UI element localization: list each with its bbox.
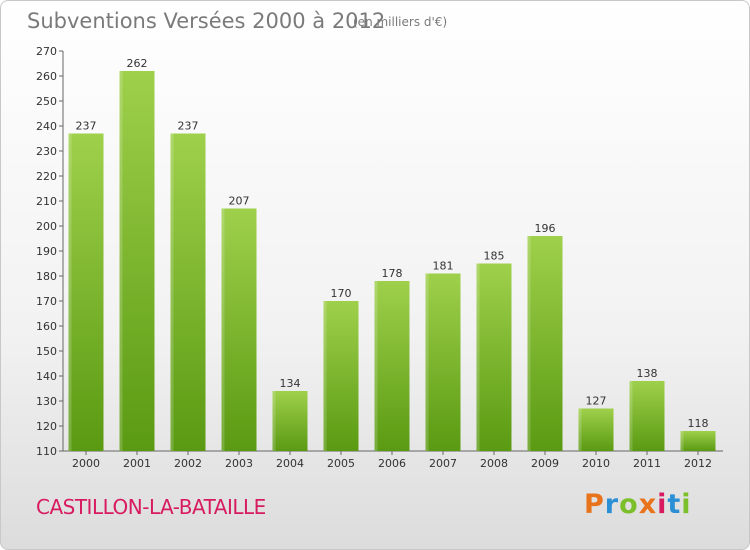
logo-letter: t [667,489,682,520]
y-tick-label: 250 [36,95,57,108]
logo-letter: r [604,489,620,520]
logo-letter: i [681,489,692,520]
commune-name: CASTILLON-LA-BATAILLE [36,495,266,519]
chart-title: Subventions Versées 2000 à 2012 [27,9,386,33]
x-tick-label-2010: 2010 [582,457,610,470]
x-tick-label-2011: 2011 [633,457,661,470]
logo-letter: o [619,489,639,520]
y-tick-label: 130 [36,395,57,408]
bar-highlight [680,431,684,451]
bar-2005 [323,301,359,451]
data-label-2008: 185 [484,250,505,263]
y-tick-label: 270 [36,45,57,58]
y-tick-label: 260 [36,70,57,83]
x-tick-label-2012: 2012 [684,457,712,470]
bar-highlight [527,236,531,451]
y-tick-label: 140 [36,370,57,383]
x-tick-label-2008: 2008 [480,457,508,470]
bar-highlight [170,133,174,451]
proxiti-logo: Proxiti [584,489,692,520]
bar-2004 [272,391,308,451]
data-label-2000: 237 [76,120,97,133]
y-tick-label: 200 [36,220,57,233]
y-tick-label: 170 [36,295,57,308]
data-label-2001: 262 [127,57,148,70]
bar-highlight [476,263,480,451]
data-label-2011: 138 [637,367,658,380]
data-label-2005: 170 [331,287,352,300]
bars [68,71,716,451]
data-label-2003: 207 [229,195,250,208]
x-tick-label-2002: 2002 [174,457,202,470]
x-tick-label-2009: 2009 [531,457,559,470]
bar-highlight [221,208,225,451]
bar-2003 [221,208,257,451]
y-tick-label: 220 [36,170,57,183]
logo-letter: i [657,489,668,520]
bar-highlight [119,71,123,451]
bar-2001 [119,71,155,451]
y-tick-label: 160 [36,320,57,333]
bar-highlight [323,301,327,451]
x-tick-label-2005: 2005 [327,457,355,470]
x-tick-label-2006: 2006 [378,457,406,470]
logo-letter: P [584,489,605,520]
x-tick-label-2003: 2003 [225,457,253,470]
x-tick-label-2000: 2000 [72,457,100,470]
bar-2000 [68,133,104,451]
x-tick-label-2007: 2007 [429,457,457,470]
bar-2006 [374,281,410,451]
y-tick-label: 230 [36,145,57,158]
bar-highlight [68,133,72,451]
y-tick-label: 150 [36,345,57,358]
bar-2012 [680,431,716,451]
bar-highlight [425,273,429,451]
data-label-2006: 178 [382,267,403,280]
bar-2008 [476,263,512,451]
y-tick-label: 240 [36,120,57,133]
bar-highlight [374,281,378,451]
data-label-2002: 237 [178,120,199,133]
bar-highlight [578,408,582,451]
bar-2010 [578,408,614,451]
x-tick-label-2001: 2001 [123,457,151,470]
bar-2002 [170,133,206,451]
logo-letter: x [638,489,658,520]
y-tick-label: 190 [36,245,57,258]
labels: 237 262 237 207 134 170 178 181 185 196 127 138 118 [76,57,709,430]
y-tick-label: 110 [36,445,57,458]
y-tick-label: 120 [36,420,57,433]
axes: 110 120 130 140 150 160 170 180 190 200 210 220 230 2… [36,45,723,470]
data-label-2010: 127 [586,395,607,408]
bar-2011 [629,381,665,451]
data-label-2004: 134 [280,377,301,390]
bar-highlight [629,381,633,451]
y-tick-label: 210 [36,195,57,208]
data-label-2012: 118 [688,417,709,430]
data-label-2007: 181 [433,260,454,273]
x-tick-label-2004: 2004 [276,457,304,470]
bar-2007 [425,273,461,451]
bar-highlight [272,391,276,451]
y-tick-label: 180 [36,270,57,283]
chart-subtitle: (en milliers d'€) [353,15,448,29]
bar-2009 [527,236,563,451]
data-label-2009: 196 [535,222,556,235]
